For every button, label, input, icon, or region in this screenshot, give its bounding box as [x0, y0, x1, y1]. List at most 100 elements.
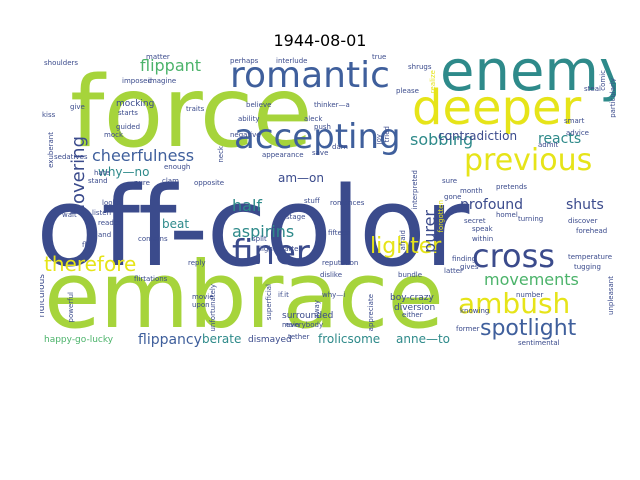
word-particularly: particularly: [609, 78, 616, 118]
word-dismayed: dismayed: [248, 335, 292, 345]
word-gives: gives: [460, 263, 479, 271]
word-month: month: [460, 187, 483, 195]
word-stand: stand: [88, 177, 108, 185]
word-believe: believe: [246, 101, 272, 109]
word-temperature: temperature: [568, 253, 612, 261]
word-interlude: interlude: [276, 57, 308, 65]
word-pretends: pretends: [496, 183, 528, 191]
word-anne-to: anne—to: [396, 332, 450, 346]
word-listen: listen: [92, 209, 112, 217]
word-wait: wait: [62, 211, 77, 219]
word-clam: clam: [162, 177, 179, 185]
word-perhaps: perhaps: [230, 57, 259, 65]
word-imagine: imagine: [148, 77, 177, 85]
word-flippancy: flippancy: [138, 332, 202, 348]
word-contains: contains: [138, 235, 168, 243]
word-aspirins: aspirins: [232, 222, 295, 241]
word-ambush: ambush: [458, 287, 571, 320]
word-purer: purer: [420, 210, 439, 253]
word-fifteen: fifteen: [328, 229, 351, 237]
word-romances: romances: [330, 199, 365, 207]
word-guided: guided: [116, 123, 141, 131]
word-sure: sure: [442, 177, 458, 185]
word-frolicsome: frolicsome: [318, 332, 381, 346]
word-please: please: [396, 87, 419, 95]
word-split: split: [252, 235, 267, 243]
word-everybody: everybody: [286, 321, 324, 329]
word-finer: finer: [232, 233, 310, 273]
word-shoulders: shoulders: [44, 59, 79, 67]
word-save: save: [312, 149, 329, 157]
word-tried: tried: [383, 126, 391, 143]
word-flirt: flirt: [82, 241, 94, 249]
word-flippant: flippant: [140, 56, 202, 75]
word-sentimental: sentimental: [518, 339, 560, 347]
word-stuff: stuff: [304, 197, 320, 205]
word-forehead: forehead: [576, 227, 608, 235]
word-deeper: deeper: [412, 80, 582, 136]
word-afraid: afraid: [399, 230, 407, 251]
word-neck: neck: [217, 146, 225, 163]
word-within: within: [472, 235, 494, 243]
word-matter: matter: [146, 53, 170, 61]
word-comic: comic: [599, 70, 607, 91]
word-mocking: mocking: [116, 99, 155, 109]
word-unpleasant: unpleasant: [607, 276, 615, 315]
word-why-no: why—no: [98, 165, 150, 179]
word-knowing: knowing: [460, 307, 490, 315]
word-berate: berate: [202, 332, 242, 346]
word-off-color: off-color: [40, 163, 469, 291]
word-embrace: embrace: [44, 242, 444, 349]
word-darn: darn: [332, 143, 348, 151]
word-steal: steal: [584, 85, 601, 93]
word-beat: beat: [162, 217, 190, 231]
word-shuts: shuts: [566, 197, 604, 213]
word-enemy: enemy: [440, 50, 616, 104]
word-latter: latter: [444, 267, 463, 275]
word-reply: reply: [188, 259, 206, 267]
word-flirtations: flirtations: [134, 275, 168, 283]
word-main: main: [282, 321, 300, 329]
word-appearance: appearance: [262, 151, 304, 159]
word-exuberant: exuberant: [47, 132, 55, 168]
word-away: away: [313, 300, 321, 319]
word-spotlight: spotlight: [480, 316, 577, 341]
word-happy-go-lucky: happy-go-lucky: [44, 335, 114, 345]
word-appreciate: appreciate: [367, 294, 375, 332]
word-pure: pure: [134, 179, 150, 187]
word-imposed: imposed: [122, 77, 152, 85]
word-accepting: accepting: [234, 117, 401, 157]
word-movie: movie: [192, 293, 214, 301]
word-shrugs: shrugs: [408, 63, 432, 71]
word-hate: hate: [94, 169, 110, 177]
word-reputation: reputation: [322, 259, 359, 267]
word-cheerfulness: cheerfulness: [92, 146, 195, 165]
word-superficial: superficial: [265, 284, 273, 321]
word-why-i: why—i: [322, 291, 346, 299]
word-tether: tether: [288, 333, 310, 341]
word-therefore: therefore: [44, 252, 137, 276]
word-interpreted: interpreted: [411, 170, 419, 210]
word-thinker-a: thinker—a: [314, 101, 350, 109]
word-half: half: [232, 196, 263, 215]
word-tugging: tugging: [574, 263, 601, 271]
word-previous: previous: [464, 143, 593, 178]
word-enough: enough: [164, 163, 191, 171]
word-turning: turning: [518, 215, 544, 223]
word-forgotten: forgotten: [437, 200, 445, 233]
word-traits: traits: [186, 105, 205, 113]
word-lighthearted: lighthearted: [260, 245, 303, 253]
word-hovering: hovering: [68, 136, 89, 216]
word-upon: upon: [192, 301, 210, 309]
word-contradiction: contradiction: [438, 129, 518, 143]
word-diversion: diversion: [394, 303, 436, 313]
word-ridiculous: ridiculous: [40, 274, 47, 318]
word-finding: finding: [452, 255, 477, 263]
word-if-it: if.it: [278, 291, 289, 299]
word-lighter: lighter: [370, 234, 442, 259]
word-admit: admit: [538, 141, 559, 149]
word-sedatives: sedatives: [54, 153, 88, 161]
word-speak: speak: [472, 225, 493, 233]
word-opposite: opposite: [194, 179, 225, 187]
word-gone: gone: [444, 193, 462, 201]
